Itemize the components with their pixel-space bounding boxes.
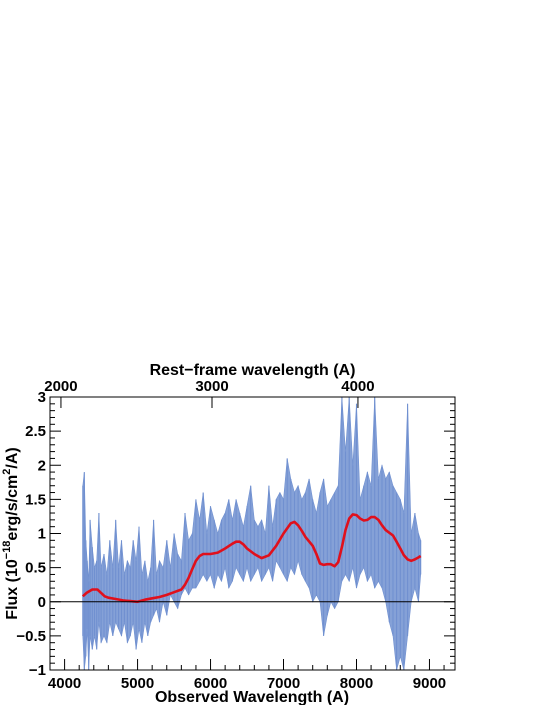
y-tick-label: −1: [29, 662, 46, 679]
tick-labels: 4000 5000 6000 7000 8000 9000 −1 −0.5 0 0.5 1 1.5 2 2…: [16, 378, 446, 692]
x-tick-label: 6000: [194, 675, 227, 692]
top-axis-title: Rest−frame wavelength (A): [150, 362, 356, 379]
x-tick-label: 9000: [413, 675, 446, 692]
y-tick-label: 2.5: [25, 423, 46, 440]
x-tick-label: 5000: [121, 675, 154, 692]
y-tick-label: 0: [38, 594, 46, 611]
x-axis-title: Observed Wavelength (A): [155, 689, 349, 705]
y-axis-title: Flux (10−18erg/s/cm2/A): [1, 447, 21, 619]
x-tick-label: 4000: [48, 675, 81, 692]
flux-noise-band: [82, 396, 422, 671]
x-tick-label: 7000: [267, 675, 300, 692]
top-tick-label: 4000: [341, 378, 374, 395]
y-axis-title-tail: /A): [4, 447, 21, 468]
y-tick-label: 1.5: [25, 491, 46, 508]
smoothed-flux-curve: [81, 513, 422, 604]
noise-band-area: [82, 396, 421, 671]
x-tick-label: 8000: [340, 675, 373, 692]
y-axis-title-sq: 2: [1, 469, 13, 475]
smoothed-flux-line: [81, 513, 422, 604]
y-tick-label: 3: [38, 389, 46, 406]
y-tick-label: 1: [38, 526, 46, 543]
top-tick-label: 2000: [44, 378, 77, 395]
y-axis-title-main: Flux (10: [4, 559, 21, 620]
top-tick-label: 3000: [195, 378, 228, 395]
y-tick-label: 0.5: [25, 560, 46, 577]
y-tick-label: 2: [38, 457, 46, 474]
axis-ticks: [50, 396, 455, 671]
y-tick-label: −0.5: [16, 628, 46, 645]
y-axis-title-units: erg/s/cm: [4, 475, 21, 541]
y-axis-title-exp: −18: [1, 541, 13, 560]
